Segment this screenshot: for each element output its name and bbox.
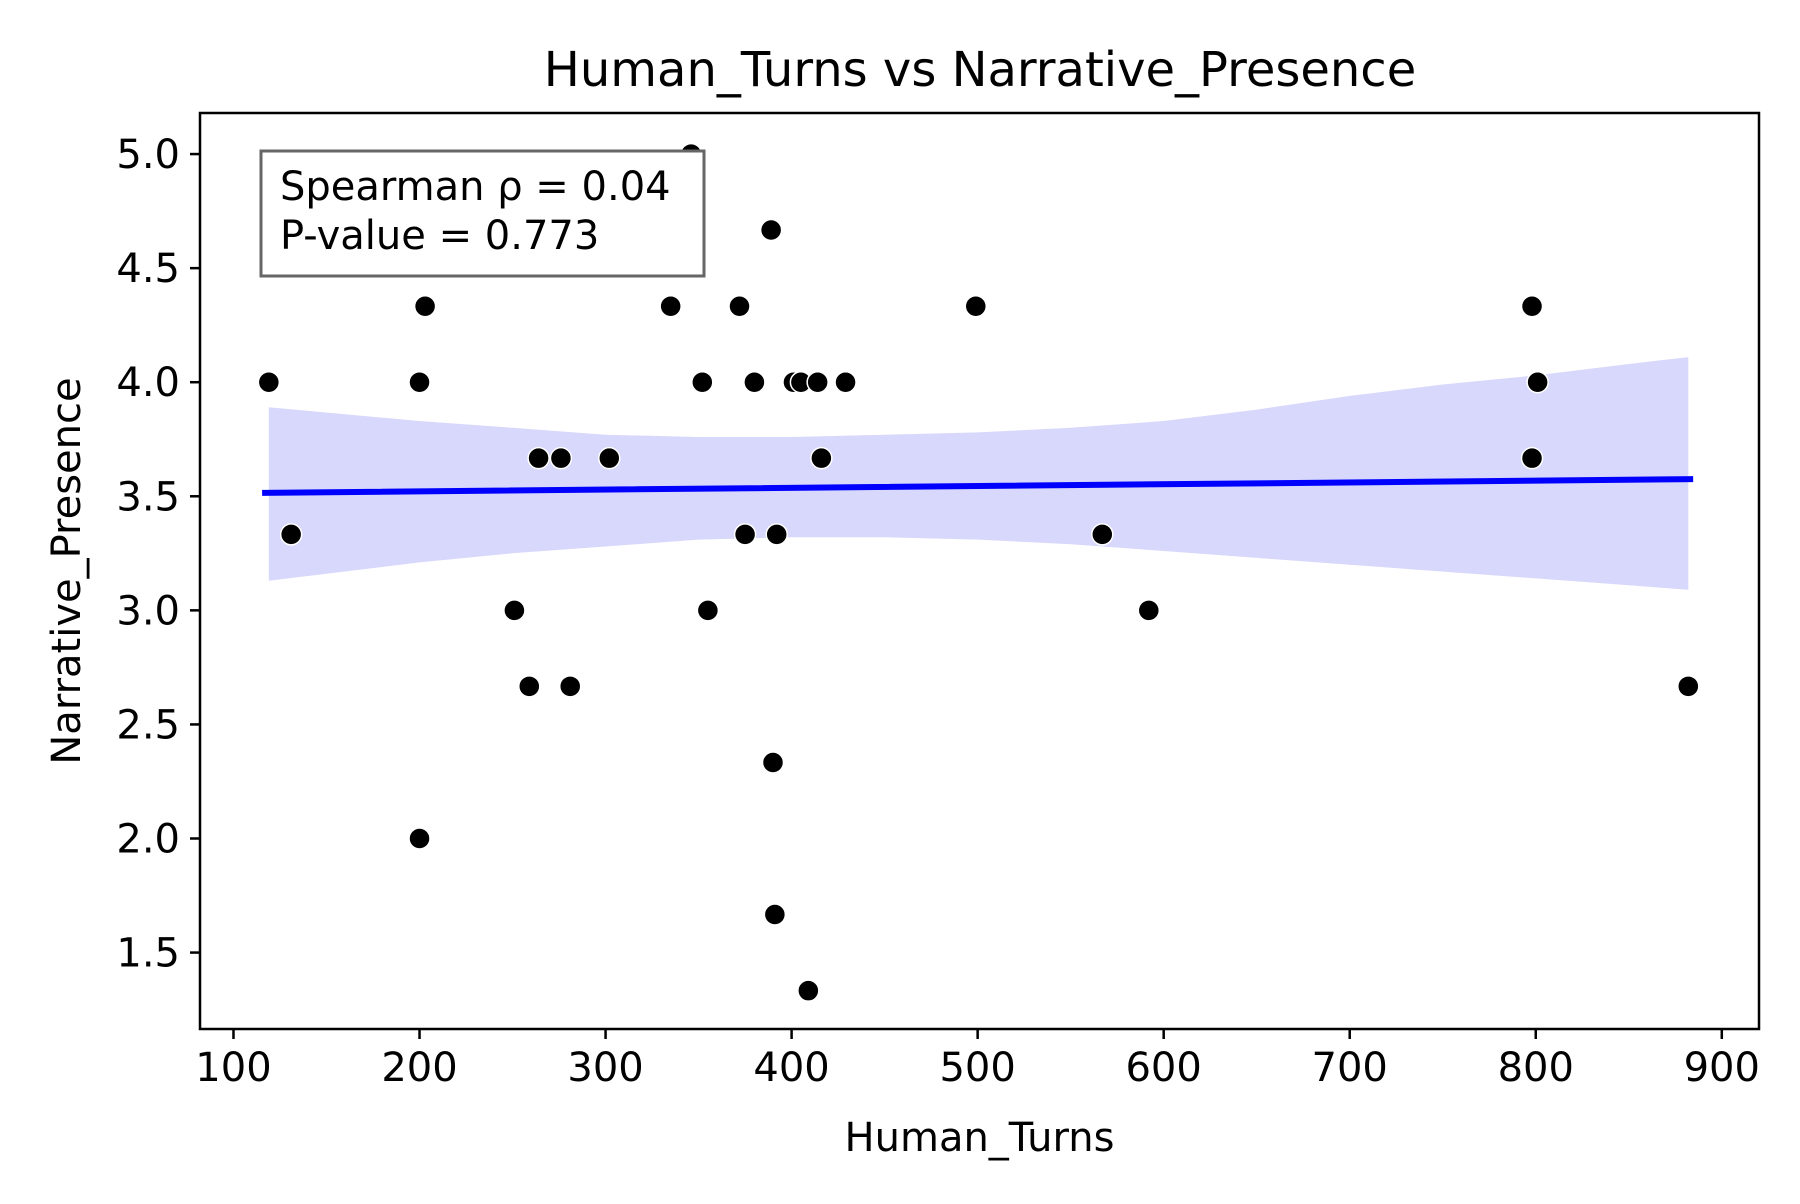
y-tick-label: 2.0 xyxy=(116,816,180,862)
data-point xyxy=(413,294,437,318)
data-point xyxy=(964,294,988,318)
x-tick-label: 900 xyxy=(1684,1045,1760,1091)
data-point xyxy=(810,446,833,470)
data-point xyxy=(765,523,788,546)
data-point xyxy=(733,523,757,546)
data-point xyxy=(408,370,431,394)
y-tick-label: 4.5 xyxy=(116,246,180,292)
data-point xyxy=(503,599,526,622)
regression-line-layer xyxy=(262,476,1694,496)
x-tick-label: 300 xyxy=(567,1045,643,1091)
points-layer xyxy=(257,142,1700,1002)
y-tick-label: 4.0 xyxy=(116,360,180,406)
data-point xyxy=(691,370,714,394)
x-tick-label: 800 xyxy=(1498,1045,1574,1091)
data-point xyxy=(518,675,541,698)
data-point xyxy=(1520,294,1544,318)
y-tick-label: 2.5 xyxy=(116,702,180,748)
data-point xyxy=(408,827,431,850)
x-tick-label: 600 xyxy=(1125,1045,1201,1091)
data-point xyxy=(834,370,857,394)
data-point xyxy=(806,370,829,394)
x-tick-label: 100 xyxy=(195,1045,271,1091)
stats-annotation: Spearman ρ = 0.04 P-value = 0.773 xyxy=(259,149,706,278)
data-point xyxy=(761,751,785,774)
data-point xyxy=(659,294,682,318)
data-point xyxy=(527,446,550,470)
x-tick-label: 200 xyxy=(381,1045,457,1091)
y-tick-label: 5.0 xyxy=(116,132,180,178)
axes-layer: 100 200 300 400 500 600 700 800 900 1.5 2.0 2.5 3.0 3… xyxy=(116,111,1761,1091)
data-point xyxy=(1137,599,1161,622)
x-tick-label: 500 xyxy=(939,1045,1015,1091)
y-axis-label: Narrative_Presence xyxy=(44,377,90,764)
chart-title: Human_Turns vs Narrative_Presence xyxy=(544,42,1416,98)
x-axis-label: Human_Turns xyxy=(845,1115,1115,1161)
y-tick-label: 1.5 xyxy=(116,931,180,977)
data-point xyxy=(1677,675,1700,698)
spearman-text: Spearman ρ = 0.04 xyxy=(280,164,671,210)
stats-box xyxy=(259,149,706,278)
data-point xyxy=(598,446,621,470)
confidence-band-layer xyxy=(268,357,1689,590)
y-tick-label: 3.0 xyxy=(116,588,180,634)
data-point xyxy=(797,979,820,1002)
data-point xyxy=(728,294,751,318)
data-point xyxy=(558,675,582,698)
plot-frame xyxy=(198,111,1761,1031)
data-point xyxy=(743,370,766,394)
x-tick-label: 400 xyxy=(753,1045,829,1091)
data-point xyxy=(763,903,787,926)
data-point xyxy=(549,446,573,470)
y-tick-label: 3.5 xyxy=(116,474,180,520)
confidence-band xyxy=(268,357,1689,590)
regression-line xyxy=(262,476,1694,496)
data-point xyxy=(257,370,281,394)
data-point xyxy=(1526,370,1549,394)
data-point xyxy=(1520,446,1544,470)
data-point xyxy=(1091,523,1114,546)
x-tick-label: 700 xyxy=(1312,1045,1388,1091)
data-point xyxy=(279,523,303,546)
data-point xyxy=(696,599,720,622)
p-value-text: P-value = 0.773 xyxy=(280,213,599,259)
data-point xyxy=(759,218,783,242)
